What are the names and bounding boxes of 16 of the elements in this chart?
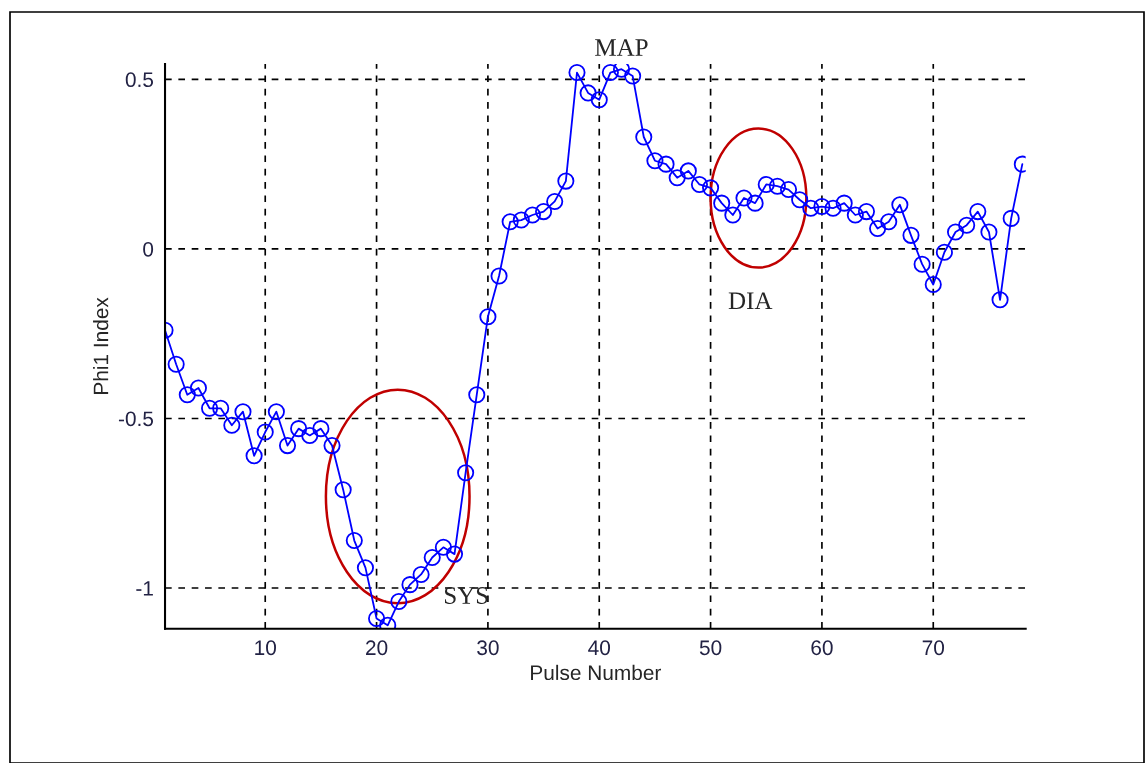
annotation: DIA [728,292,773,309]
x-axis-title: Pulse Number [531,664,661,681]
y-tick-label: -1 [136,581,153,596]
x-tick-label: 10 [255,640,276,656]
annotation: MAP [595,39,648,56]
x-tick-label: 20 [366,640,388,656]
annotation: SYS [444,587,488,604]
x-tick-label: 40 [588,640,611,656]
x-tick-label: 30 [477,640,499,656]
x-tick-label: 50 [699,640,722,656]
x-tick-label: 60 [811,640,833,656]
y-tick-label: 0 [143,241,154,257]
y-axis-title: Phi1 Index [93,297,109,394]
y-tick-label: 0.5 [125,72,154,88]
x-tick-label: 70 [922,640,945,656]
y-tick-label: -0.5 [118,411,154,427]
